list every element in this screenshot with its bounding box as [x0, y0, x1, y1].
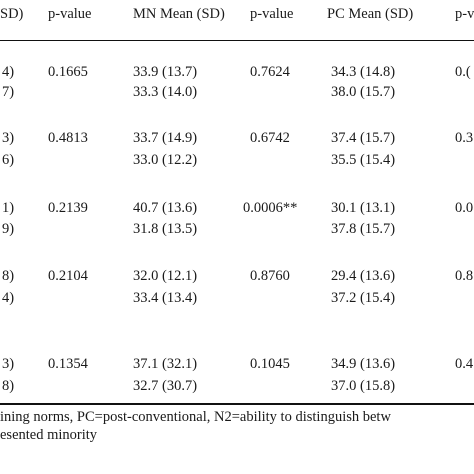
header-pc-mean: PC Mean (SD): [327, 6, 414, 22]
row-cell: 0.1665: [48, 64, 88, 80]
row-cell: 32.0 (12.1): [133, 268, 198, 284]
header-pvalue-2: p-value: [250, 6, 294, 22]
row-cell: 0.4: [455, 356, 474, 372]
row-cell: 37.8 (15.7): [331, 221, 396, 237]
row-cell: 0.1045: [250, 356, 290, 372]
row-cell: 29.4 (13.6): [331, 268, 396, 284]
row-cell: 33.9 (13.7): [133, 64, 198, 80]
header-mn-mean: MN Mean (SD): [133, 6, 225, 22]
header-pvalue-3: p-v: [455, 6, 474, 22]
row-cell: 0.2104: [48, 268, 88, 284]
header-prev-sd: SD): [0, 6, 24, 22]
row-cell: 34.9 (13.6): [331, 356, 396, 372]
row-cell: 38.0 (15.7): [331, 84, 396, 100]
row-cell: 32.7 (30.7): [133, 378, 198, 394]
row-cell: 0.4813: [48, 130, 88, 146]
row-cell: 37.1 (32.1): [133, 356, 198, 372]
row-cell: 0.8760: [250, 268, 290, 284]
row-cell: 30.1 (13.1): [331, 200, 396, 216]
row-cell: 35.5 (15.4): [331, 152, 396, 168]
row-cell: 31.8 (13.5): [133, 221, 198, 237]
row-cell: 37.4 (15.7): [331, 130, 396, 146]
row-cell: 0.6742: [250, 130, 290, 146]
row-cell: 0.1354: [48, 356, 88, 372]
row-cell: 0.3: [455, 130, 474, 146]
row-cell: 0.0: [455, 200, 474, 216]
row-cell: 33.4 (13.4): [133, 290, 198, 306]
row-cell: 0.7624: [250, 64, 290, 80]
row-cell: 8): [2, 268, 15, 284]
row-cell: 9): [2, 221, 15, 237]
footnote-line-1: ining norms, PC=post-conventional, N2=ab…: [0, 409, 391, 425]
row-cell: 0.(: [455, 64, 471, 80]
row-cell: 3): [2, 130, 15, 146]
row-cell: 37.0 (15.8): [331, 378, 396, 394]
row-cell: 40.7 (13.6): [133, 200, 198, 216]
row-cell: 33.7 (14.9): [133, 130, 198, 146]
row-cell: 1): [2, 200, 15, 216]
row-cell: 34.3 (14.8): [331, 64, 396, 80]
row-cell: 7): [2, 84, 15, 100]
row-cell: 33.0 (12.2): [133, 152, 198, 168]
row-cell: 6): [2, 152, 15, 168]
row-cell: 33.3 (14.0): [133, 84, 198, 100]
row-cell: 3): [2, 356, 15, 372]
row-cell: 4): [2, 290, 15, 306]
header-rule: [0, 40, 474, 41]
row-cell: 0.0006**: [243, 200, 298, 216]
row-cell: 8): [2, 378, 15, 394]
table-bottom-rule: [0, 403, 474, 405]
header-pvalue-1: p-value: [48, 6, 92, 22]
row-cell: 4): [2, 64, 15, 80]
footnote-line-2: esented minority: [0, 427, 98, 443]
row-cell: 37.2 (15.4): [331, 290, 396, 306]
row-cell: 0.2139: [48, 200, 88, 216]
row-cell: 0.8: [455, 268, 474, 284]
